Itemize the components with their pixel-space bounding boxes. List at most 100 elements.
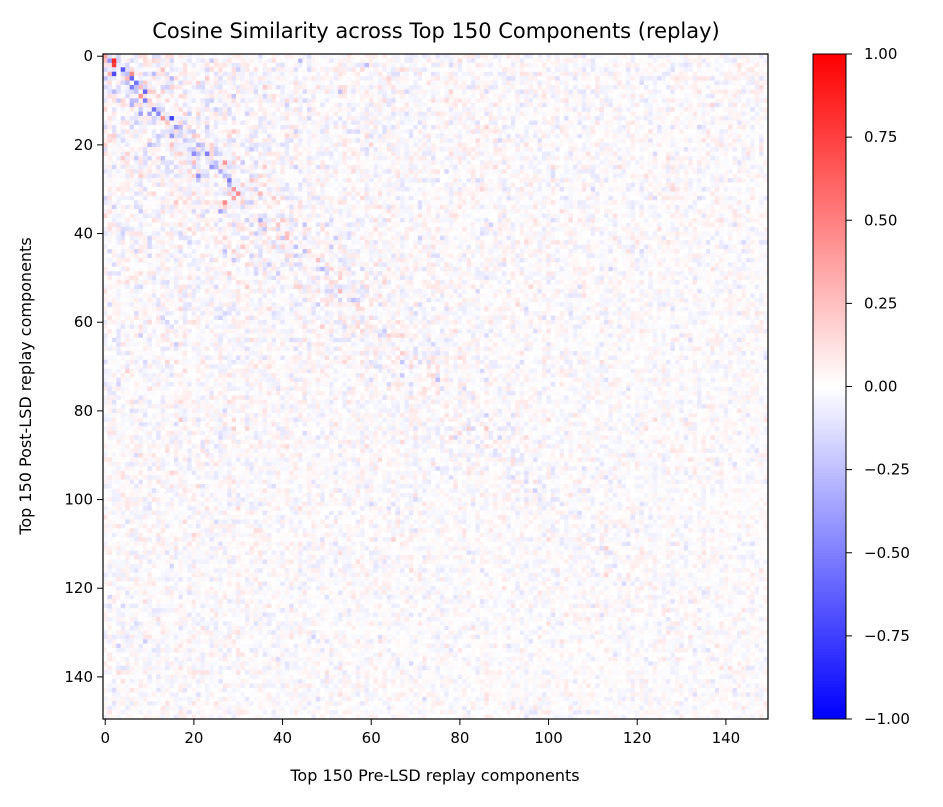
heatmap-cell bbox=[209, 89, 215, 95]
heatmap-cell bbox=[568, 182, 574, 188]
heatmap-cell bbox=[519, 107, 525, 112]
heatmap-cell bbox=[621, 151, 627, 157]
heatmap-cell bbox=[524, 195, 529, 201]
heatmap-cell bbox=[670, 195, 676, 201]
heatmap-cell bbox=[364, 71, 370, 77]
heatmap-cell bbox=[697, 102, 702, 108]
heatmap-cell bbox=[142, 80, 148, 86]
heatmap-cell bbox=[298, 173, 303, 179]
heatmap-cell bbox=[196, 111, 201, 117]
heatmap-cell bbox=[142, 89, 148, 95]
heatmap-cell bbox=[187, 124, 192, 130]
heatmap-cell bbox=[444, 98, 450, 104]
heatmap-cell bbox=[581, 120, 587, 126]
heatmap-cell bbox=[244, 160, 250, 166]
heatmap-cell bbox=[493, 147, 498, 152]
heatmap-cell bbox=[116, 80, 122, 86]
heatmap-cell bbox=[147, 111, 153, 117]
heatmap-cell bbox=[719, 116, 724, 121]
heatmap-cell bbox=[732, 62, 738, 68]
heatmap-cell bbox=[107, 67, 113, 73]
heatmap-cell bbox=[657, 173, 662, 179]
heatmap-cell bbox=[346, 76, 352, 81]
heatmap-cell bbox=[515, 142, 521, 148]
heatmap-cell bbox=[426, 107, 432, 112]
heatmap-cell bbox=[178, 62, 184, 68]
heatmap-cell bbox=[670, 142, 676, 148]
heatmap-cell bbox=[630, 124, 636, 130]
heatmap-cell bbox=[590, 142, 596, 148]
heatmap-cell bbox=[280, 133, 286, 139]
heatmap-cell bbox=[577, 164, 583, 170]
heatmap-cell bbox=[515, 111, 521, 117]
heatmap-cell bbox=[745, 164, 751, 170]
heatmap-cell bbox=[213, 102, 219, 108]
heatmap-cell bbox=[462, 62, 467, 68]
heatmap-cell bbox=[182, 93, 188, 99]
heatmap-cell bbox=[745, 160, 751, 166]
heatmap-cell bbox=[488, 111, 494, 117]
heatmap-cell bbox=[493, 62, 498, 68]
heatmap-cell bbox=[435, 62, 441, 68]
heatmap-cell bbox=[745, 102, 751, 108]
heatmap-cell bbox=[267, 89, 272, 95]
heatmap-cell bbox=[510, 191, 516, 197]
heatmap-cell bbox=[599, 102, 605, 108]
heatmap-cell bbox=[559, 187, 565, 192]
heatmap-cell bbox=[617, 173, 622, 179]
heatmap-cell bbox=[151, 173, 157, 179]
heatmap-cell bbox=[156, 173, 161, 179]
heatmap-cell bbox=[603, 124, 609, 130]
heatmap-cell bbox=[377, 133, 383, 139]
heatmap-cell bbox=[377, 147, 383, 152]
heatmap-cell bbox=[626, 98, 631, 104]
heatmap-cell bbox=[546, 76, 552, 81]
heatmap-cell bbox=[315, 111, 321, 117]
heatmap-cell bbox=[648, 58, 654, 64]
heatmap-cell bbox=[732, 133, 738, 139]
heatmap-cell bbox=[275, 173, 281, 179]
heatmap-cell bbox=[635, 98, 640, 104]
heatmap-cell bbox=[453, 67, 458, 73]
heatmap-cell bbox=[533, 89, 538, 95]
heatmap-cell bbox=[355, 187, 361, 192]
heatmap-cell bbox=[227, 173, 232, 179]
heatmap-cell bbox=[479, 142, 485, 148]
heatmap-cell bbox=[324, 142, 330, 148]
heatmap-cell bbox=[169, 111, 175, 117]
heatmap-cell bbox=[510, 116, 516, 121]
heatmap-cell bbox=[546, 151, 552, 157]
heatmap-cell bbox=[182, 67, 188, 73]
heatmap-cell bbox=[608, 151, 614, 157]
heatmap-cell bbox=[550, 155, 556, 161]
heatmap-cell bbox=[417, 71, 423, 77]
heatmap-cell bbox=[493, 120, 498, 126]
heatmap-cell bbox=[448, 58, 454, 64]
heatmap-cell bbox=[413, 111, 419, 117]
heatmap-cell bbox=[457, 133, 463, 139]
heatmap-cell bbox=[373, 182, 379, 188]
heatmap-cell bbox=[333, 169, 339, 174]
heatmap-cell bbox=[759, 54, 764, 59]
heatmap-cell bbox=[253, 169, 259, 174]
heatmap-cell bbox=[674, 155, 680, 161]
heatmap-cell bbox=[719, 182, 724, 188]
heatmap-cell bbox=[377, 116, 383, 121]
heatmap-cell bbox=[502, 142, 507, 148]
heatmap-cell bbox=[284, 54, 290, 59]
heatmap-cell bbox=[710, 120, 716, 126]
heatmap-cell bbox=[298, 178, 303, 183]
heatmap-cell bbox=[732, 67, 738, 73]
heatmap-cell bbox=[643, 191, 649, 197]
heatmap-cell bbox=[120, 85, 126, 90]
heatmap-cell bbox=[169, 191, 175, 197]
heatmap-cell bbox=[657, 124, 662, 130]
heatmap-cell bbox=[626, 133, 631, 139]
heatmap-cell bbox=[617, 107, 622, 112]
heatmap-cell bbox=[710, 178, 716, 183]
heatmap-cell bbox=[355, 169, 361, 174]
heatmap-cell bbox=[670, 54, 676, 59]
heatmap-cell bbox=[244, 93, 250, 99]
heatmap-cell bbox=[723, 133, 729, 139]
heatmap-cell bbox=[302, 187, 308, 192]
